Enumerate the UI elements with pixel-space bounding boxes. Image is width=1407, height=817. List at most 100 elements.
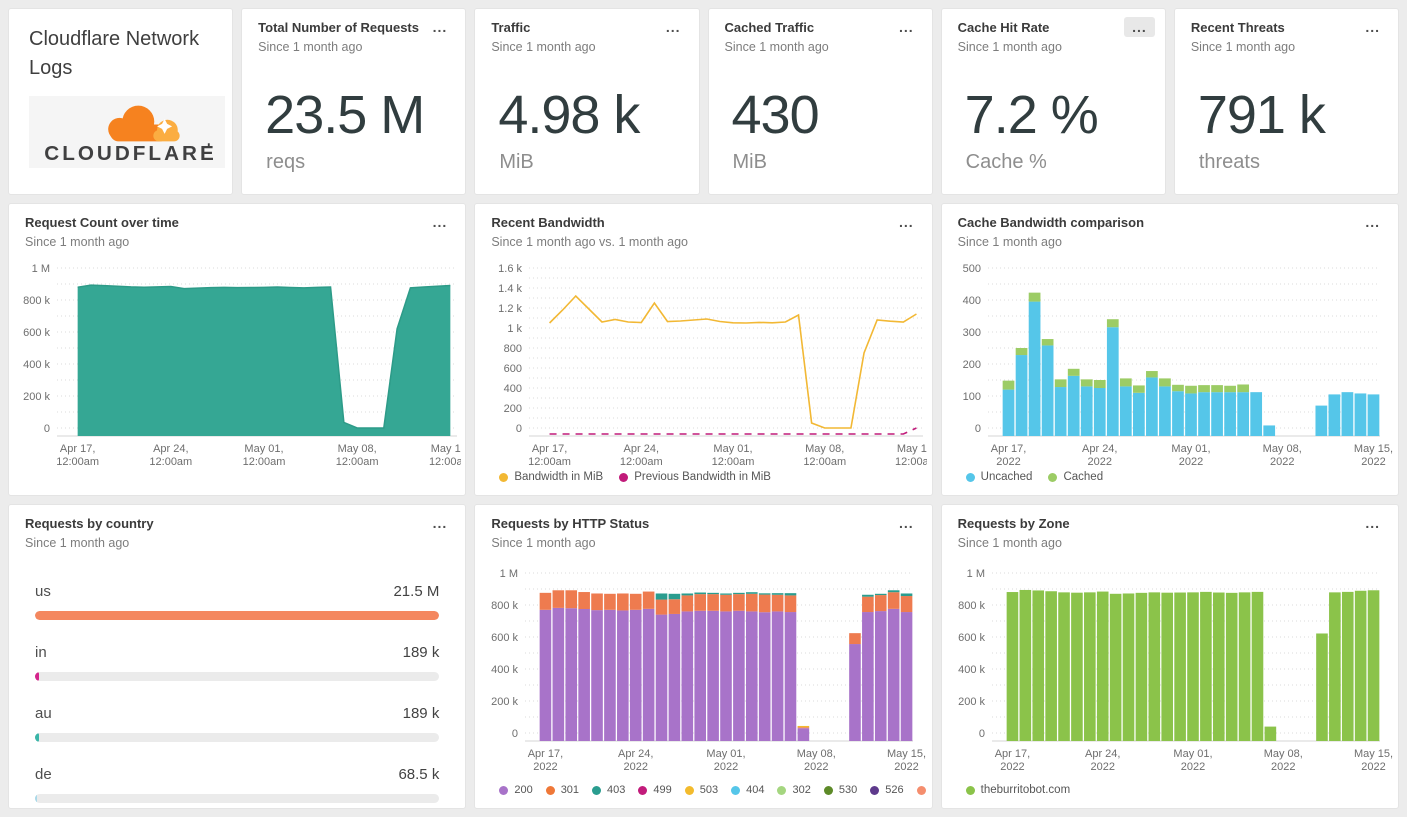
panel-menu-button[interactable]: ...	[1365, 19, 1380, 35]
bar-segment[interactable]	[1315, 633, 1328, 742]
panel-menu-button[interactable]: ...	[665, 19, 681, 35]
bar-segment[interactable]	[1093, 388, 1106, 437]
bar-segment[interactable]	[759, 612, 771, 742]
bar-segment[interactable]	[1249, 392, 1262, 437]
bar-segment[interactable]	[668, 594, 681, 600]
bar-segment[interactable]	[1210, 385, 1223, 393]
bar-segment[interactable]	[707, 593, 720, 595]
zone-chart[interactable]: 1 M 800 k 600 k 400 k 200 k 0 Apr 17, 2022 Apr 2…	[952, 563, 1394, 777]
bar-segment[interactable]	[1367, 590, 1380, 742]
legend-item-Previous Bandwidth in MiB[interactable]: Previous Bandwidth in MiB	[619, 471, 771, 483]
bar-segment[interactable]	[681, 611, 694, 742]
bar-segment[interactable]	[901, 596, 913, 613]
bar-segment[interactable]	[1158, 378, 1171, 387]
bar-segment[interactable]	[785, 612, 797, 742]
legend-item-499[interactable]: 499	[638, 784, 672, 796]
bar-segment[interactable]	[1006, 592, 1018, 742]
bar-segment[interactable]	[1132, 393, 1145, 437]
bar-segment[interactable]	[1096, 591, 1109, 742]
bar-segment[interactable]	[888, 590, 900, 593]
bar-segment[interactable]	[1251, 592, 1263, 742]
bar-segment[interactable]	[668, 614, 681, 742]
bar-segment[interactable]	[875, 595, 887, 612]
country-bar-fill[interactable]	[35, 672, 40, 682]
bar-segment[interactable]	[797, 727, 810, 729]
bar-segment[interactable]	[1223, 392, 1236, 437]
panel-menu-button[interactable]: ...	[432, 19, 448, 35]
bar-segment[interactable]	[1236, 392, 1249, 437]
bar-segment[interactable]	[1223, 386, 1236, 393]
cache-bandwidth-chart[interactable]: 500 400 300 200 100 0 Apr 17, 2022 Apr 24, 2022 Ma…	[952, 258, 1394, 472]
request-count-chart[interactable]: 1 M 800 k 600 k 400 k 200 k 0 Apr 17, 12:00am Ap…	[19, 258, 461, 472]
bar-segment[interactable]	[539, 593, 552, 611]
bar-segment[interactable]	[1238, 592, 1251, 742]
bar-segment[interactable]	[772, 611, 784, 742]
bar-segment[interactable]	[1171, 391, 1184, 437]
panel-menu-button[interactable]: ...	[898, 19, 914, 35]
bar-segment[interactable]	[656, 614, 668, 742]
bar-segment[interactable]	[630, 594, 642, 611]
panel-menu-button[interactable]: ...	[1365, 214, 1380, 231]
bar-segment[interactable]	[1197, 392, 1210, 437]
bar-segment[interactable]	[1148, 592, 1160, 742]
legend-item-Cached[interactable]: Cached	[1048, 471, 1103, 483]
legend-item-302[interactable]: 302	[777, 784, 811, 796]
legend-item-200[interactable]: 200	[499, 784, 533, 796]
bar-segment[interactable]	[552, 590, 565, 609]
bar-segment[interactable]	[888, 609, 900, 742]
bar-segment[interactable]	[849, 644, 862, 742]
legend-item-404[interactable]: 404	[731, 784, 764, 796]
bar-segment[interactable]	[1028, 293, 1041, 303]
bar-segment[interactable]	[1262, 425, 1275, 437]
bar-segment[interactable]	[1225, 593, 1238, 742]
bar-segment[interactable]	[656, 599, 668, 615]
bar-segment[interactable]	[1328, 394, 1340, 437]
country-bar-fill[interactable]	[35, 733, 40, 743]
bar-segment[interactable]	[1093, 380, 1106, 389]
bar-segment[interactable]	[733, 594, 746, 612]
bar-segment[interactable]	[681, 593, 694, 596]
bar-segment[interactable]	[1354, 393, 1366, 437]
bar-segment[interactable]	[1132, 385, 1145, 394]
legend-item-Bandwidth in MiB[interactable]: Bandwidth in MiB	[499, 471, 603, 483]
panel-menu-button[interactable]: ...	[898, 214, 914, 231]
bar-segment[interactable]	[630, 610, 642, 742]
bar-segment[interactable]	[862, 612, 874, 742]
bar-segment[interactable]	[694, 592, 707, 595]
bar-segment[interactable]	[797, 728, 810, 742]
bar-segment[interactable]	[565, 590, 578, 609]
bar-segment[interactable]	[681, 595, 694, 612]
bar-segment[interactable]	[1041, 339, 1054, 346]
bar-segment[interactable]	[849, 633, 862, 645]
bar-segment[interactable]	[1135, 593, 1147, 742]
http-status-chart[interactable]: 1 M 800 k 600 k 400 k 200 k 0 Apr 17, 2022 Apr 2…	[485, 563, 927, 777]
bar-segment[interactable]	[1080, 379, 1093, 387]
bar-segment[interactable]	[1002, 381, 1015, 391]
legend-item-526[interactable]: 526	[870, 784, 904, 796]
bar-segment[interactable]	[1212, 592, 1225, 742]
bar-segment[interactable]	[1015, 348, 1028, 356]
bar-segment[interactable]	[1057, 592, 1070, 742]
bar-segment[interactable]	[733, 593, 746, 595]
bar-segment[interactable]	[578, 609, 591, 742]
bar-segment[interactable]	[1210, 392, 1223, 437]
bar-segment[interactable]	[1145, 371, 1158, 378]
bar-segment[interactable]	[1367, 394, 1380, 437]
bar-segment[interactable]	[797, 726, 810, 728]
bar-segment[interactable]	[1184, 393, 1197, 437]
legend-item-524[interactable]: 524	[916, 784, 932, 796]
bar-segment[interactable]	[862, 595, 874, 598]
bar-segment[interactable]	[759, 594, 771, 613]
bar-segment[interactable]	[1080, 386, 1093, 437]
bar-segment[interactable]	[1341, 592, 1354, 742]
legend-item-theburritobot.com[interactable]: theburritobot.com	[965, 784, 1070, 796]
bar-segment[interactable]	[1186, 592, 1199, 742]
bar-segment[interactable]	[733, 611, 746, 742]
panel-menu-button[interactable]: ...	[432, 214, 448, 231]
bar-segment[interactable]	[565, 608, 578, 742]
legend-item-530[interactable]: 530	[823, 784, 857, 796]
bar-segment[interactable]	[862, 597, 874, 613]
bar-segment[interactable]	[1083, 592, 1096, 742]
bar-segment[interactable]	[875, 611, 887, 742]
